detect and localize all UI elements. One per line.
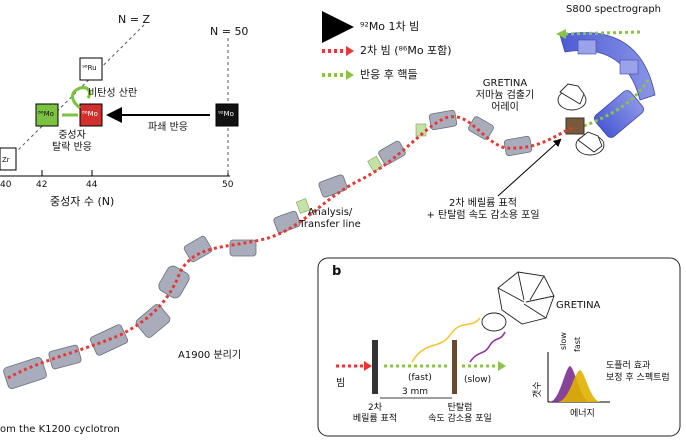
analysis-label-2: Transfer line [299, 219, 361, 230]
target-chamber [565, 117, 585, 135]
nuclide-chart [0, 21, 239, 177]
mo92-label: ⁹²Mo [218, 110, 234, 118]
target-label-1: 2차 베릴륨 표적 [449, 198, 517, 209]
spectrum-xlabel: 에너지 [570, 409, 595, 419]
legend-secondary-arrowhead [346, 46, 354, 56]
inelastic-loop-arrow [71, 86, 92, 110]
mo86-green-label: ⁸⁶Mo [38, 110, 54, 118]
be-target-label-2: 베릴륨 표적 [352, 414, 398, 424]
be-target-label-1: 2차 [367, 403, 382, 413]
s800-products-path [564, 30, 641, 36]
legend-item-secondary: 2차 빔 (⁸⁶Mo 포함) [360, 44, 452, 57]
x-tick-40: 40 [0, 180, 12, 190]
be-target-bar [372, 340, 378, 394]
ru96-box [79, 57, 103, 81]
inelastic-label: 비탄성 산란 [88, 88, 138, 99]
s800-label: S800 spectrograph [566, 4, 662, 15]
ta-foil-bar [452, 340, 457, 394]
panel-b-beam-arrowhead [364, 361, 372, 371]
s800-inner-path [577, 79, 650, 130]
gretina-cluster [481, 271, 555, 332]
zr-label: Zr [2, 156, 10, 164]
mo92-box [215, 103, 239, 127]
mo86-red-label: ⁸⁶Mo [82, 110, 98, 118]
gretina-label-3: 어레이 [491, 102, 519, 113]
panel-b-gretina-label: GRETINA [556, 300, 601, 311]
legend [322, 11, 354, 80]
ta-foil-label-2: 속도 감소용 포일 [428, 414, 492, 424]
spectrum-ylabel: 갯수 [533, 381, 543, 398]
gretina-label-1: GRETINA [482, 78, 528, 89]
s800-products-arrowhead [556, 29, 566, 39]
legend-item-products: 반응 후 핵들 [360, 68, 418, 81]
ru96-label: ⁹⁶Ru [82, 64, 97, 72]
panel-b-beam-label: 빔 [336, 378, 346, 389]
knockout-line2: 탈락 반응 [52, 142, 92, 153]
distance-label: 3 mm [401, 387, 429, 397]
n-equals-z-label: N = Z [118, 13, 150, 26]
secondary-beam-path [7, 115, 573, 380]
fast-peak [558, 370, 600, 402]
x-tick-44: 44 [86, 180, 98, 190]
gretina-label-2: 저마늄 검출기 [475, 90, 535, 101]
analysis-label-1: Analysis/ [307, 207, 353, 218]
legend-item-primary: ⁹²Mo 1차 빔 [360, 20, 420, 33]
ta-foil-label-1: 탄탈럼 [447, 403, 473, 413]
spectrum-fast-label: fast [573, 336, 582, 352]
slow-label: (slow) [464, 375, 492, 385]
slow-products-arrowhead [498, 361, 506, 371]
doppler-label-2: 보정 후 스펙트럼 [606, 373, 670, 383]
doppler-label-1: 도플러 효과 [606, 361, 651, 371]
target-label-2: + 탄탈럼 속도 감소용 포일 [426, 210, 540, 221]
x-tick-42: 42 [36, 180, 48, 190]
mo86-box [35, 103, 59, 127]
panel-b-letter: b [332, 264, 342, 279]
gretina-detector-top [557, 83, 605, 156]
fragmentation-label: 파쇄 반응 [148, 122, 188, 133]
beamline [3, 29, 656, 390]
x-axis-label: 중성자 수 (N) [50, 195, 115, 208]
a1900-label: A1900 분리기 [178, 350, 242, 361]
spectrum-slow-label: slow [559, 332, 568, 350]
x-tick-50: 50 [222, 180, 234, 190]
fast-label: (fast) [408, 373, 432, 383]
doppler-spectrum [547, 352, 610, 403]
cyclotron-label: om the K1200 cyclotron [0, 424, 120, 435]
slow-gamma-ray [469, 331, 506, 363]
green-elements [295, 123, 427, 214]
s800-spectrograph [559, 32, 656, 138]
mo86-red-box [79, 103, 103, 127]
target-pointer-arrow [497, 138, 562, 197]
legend-products-arrowhead [346, 70, 354, 80]
n-equals-50-label: N = 50 [210, 25, 249, 38]
zr-box [0, 147, 17, 171]
fast-gamma-ray [411, 317, 481, 363]
knockout-line1: 중성자 [58, 130, 86, 141]
panel-b [317, 257, 681, 437]
